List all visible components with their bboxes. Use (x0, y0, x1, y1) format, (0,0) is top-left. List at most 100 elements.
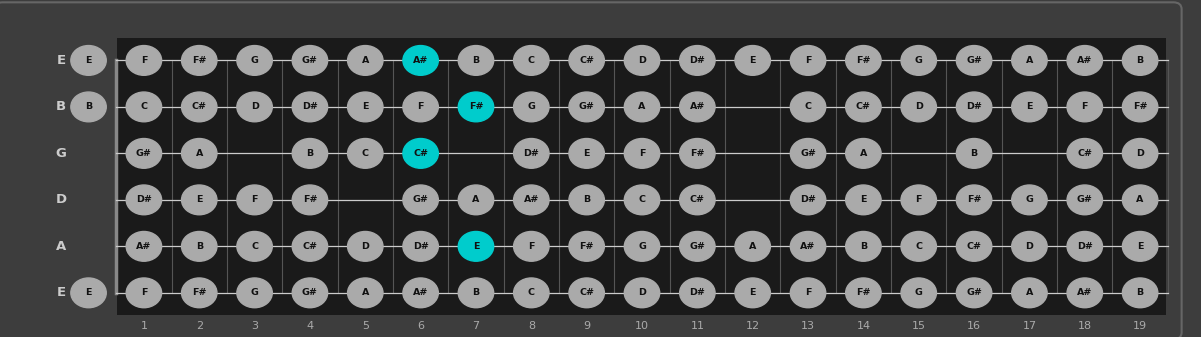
Text: E: E (1026, 102, 1033, 112)
Text: G#: G# (1077, 195, 1093, 204)
Text: B: B (306, 149, 313, 158)
Text: E: E (749, 56, 755, 65)
Text: E: E (196, 195, 203, 204)
Text: G: G (638, 242, 646, 251)
Text: C: C (251, 242, 258, 251)
Circle shape (569, 232, 604, 261)
Text: A#: A# (524, 195, 539, 204)
Text: B: B (472, 56, 479, 65)
Circle shape (514, 92, 549, 122)
Text: D#: D# (413, 242, 429, 251)
Text: D#: D# (524, 149, 539, 158)
Circle shape (680, 185, 715, 215)
Circle shape (181, 185, 217, 215)
Circle shape (790, 185, 826, 215)
Text: B: B (472, 288, 479, 297)
Circle shape (181, 278, 217, 308)
Circle shape (347, 232, 383, 261)
Text: A: A (362, 56, 369, 65)
Text: F#: F# (691, 149, 705, 158)
Text: B: B (85, 102, 92, 112)
Text: G: G (251, 288, 258, 297)
Circle shape (1123, 92, 1158, 122)
Text: E: E (56, 286, 65, 299)
Text: C#: C# (1077, 149, 1092, 158)
Text: A#: A# (413, 56, 429, 65)
Text: 1: 1 (141, 321, 148, 331)
Circle shape (181, 232, 217, 261)
Text: E: E (1137, 242, 1143, 251)
Text: 16: 16 (967, 321, 981, 331)
Text: B: B (1136, 288, 1143, 297)
Text: 5: 5 (362, 321, 369, 331)
Text: A: A (749, 242, 757, 251)
Text: D#: D# (136, 195, 151, 204)
Text: A: A (362, 288, 369, 297)
Circle shape (625, 232, 659, 261)
Text: 3: 3 (251, 321, 258, 331)
Circle shape (347, 278, 383, 308)
Text: C: C (639, 195, 645, 204)
Text: F#: F# (192, 288, 207, 297)
Text: A#: A# (136, 242, 151, 251)
Circle shape (292, 139, 328, 168)
Text: C: C (362, 149, 369, 158)
Text: F#: F# (967, 195, 981, 204)
Text: A: A (1026, 288, 1033, 297)
Circle shape (901, 278, 937, 308)
Text: A: A (55, 240, 66, 253)
Text: G#: G# (966, 288, 982, 297)
Circle shape (181, 139, 217, 168)
Text: F: F (639, 149, 645, 158)
Circle shape (126, 278, 162, 308)
Circle shape (846, 278, 882, 308)
Text: F#: F# (468, 102, 483, 112)
Text: E: E (85, 288, 91, 297)
Text: F#: F# (192, 56, 207, 65)
Text: B: B (584, 195, 590, 204)
Circle shape (569, 139, 604, 168)
Circle shape (790, 139, 826, 168)
Circle shape (292, 185, 328, 215)
Circle shape (846, 92, 882, 122)
Text: B: B (860, 242, 867, 251)
Text: 4: 4 (306, 321, 313, 331)
Text: F: F (1082, 102, 1088, 112)
Circle shape (1123, 45, 1158, 75)
Circle shape (292, 92, 328, 122)
Circle shape (181, 92, 217, 122)
Text: A#: A# (1077, 56, 1093, 65)
Text: G#: G# (301, 56, 318, 65)
Text: A: A (638, 102, 646, 112)
Text: D#: D# (966, 102, 982, 112)
Text: G#: G# (579, 102, 594, 112)
Text: G: G (915, 288, 922, 297)
Circle shape (292, 278, 328, 308)
Text: C#: C# (579, 288, 594, 297)
Circle shape (790, 92, 826, 122)
Text: 17: 17 (1022, 321, 1036, 331)
Text: C: C (805, 102, 812, 112)
Circle shape (237, 185, 273, 215)
Circle shape (680, 45, 715, 75)
Text: 15: 15 (912, 321, 926, 331)
Text: 10: 10 (635, 321, 649, 331)
Text: A: A (860, 149, 867, 158)
Text: D: D (1136, 149, 1145, 158)
Circle shape (1066, 185, 1103, 215)
Circle shape (126, 139, 162, 168)
Circle shape (680, 92, 715, 122)
Text: F#: F# (303, 195, 317, 204)
Text: 14: 14 (856, 321, 871, 331)
Circle shape (237, 92, 273, 122)
Text: B: B (55, 100, 66, 114)
Circle shape (846, 185, 882, 215)
Text: 12: 12 (746, 321, 760, 331)
Circle shape (459, 278, 494, 308)
Circle shape (1011, 92, 1047, 122)
Text: E: E (473, 242, 479, 251)
Circle shape (735, 45, 770, 75)
Text: C#: C# (967, 242, 981, 251)
Text: G#: G# (800, 149, 815, 158)
Circle shape (956, 185, 992, 215)
